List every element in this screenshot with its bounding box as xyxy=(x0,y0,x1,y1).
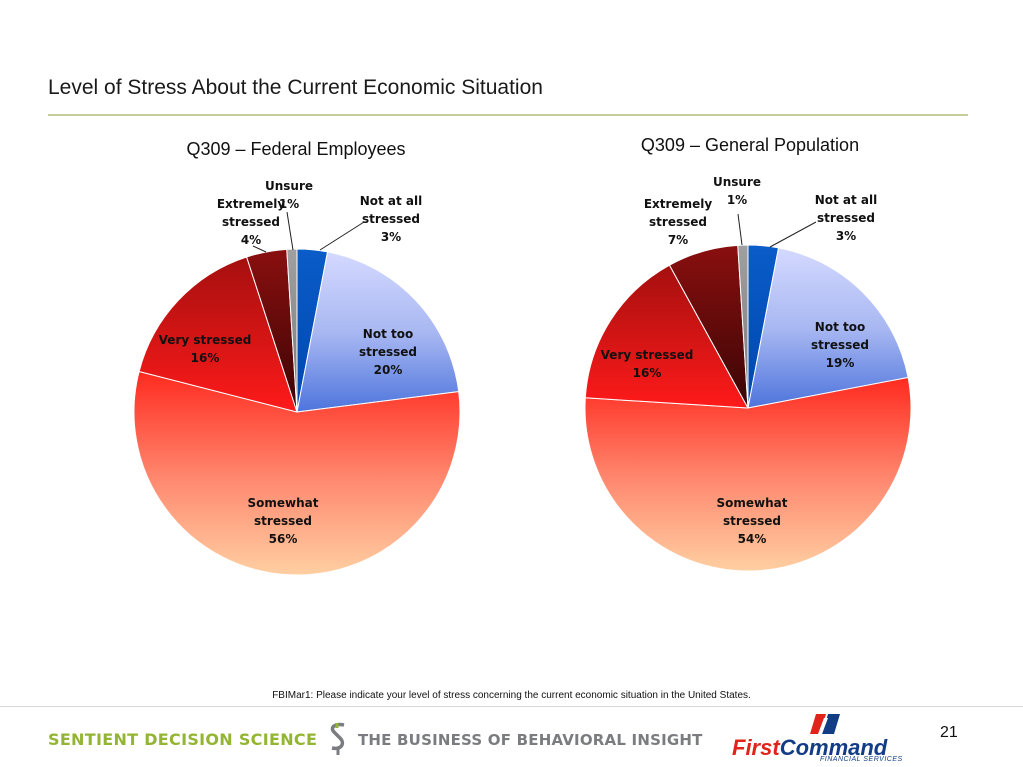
pie-slice-very xyxy=(138,256,298,413)
leader-line-not-at-all xyxy=(769,221,817,248)
pie-slice-very xyxy=(584,264,749,409)
chart-title: Q309 – Federal Employees xyxy=(186,139,405,159)
first-command-flag-icon xyxy=(810,714,840,734)
slice-label-unsure: Unsure 1% xyxy=(265,179,313,211)
pie-slice-somewhat xyxy=(133,370,461,576)
sentient-decision-science-logo: SENTIENT DECISION SCIENCE xyxy=(48,730,318,749)
slice-label-somewhat: Somewhat stressed 56% xyxy=(248,496,319,546)
slice-label-not-at-all: Not at all stressed 3% xyxy=(815,193,878,243)
chart-title: Q309 – General Population xyxy=(641,135,859,155)
leader-line-extremely xyxy=(252,245,267,253)
footer-divider xyxy=(0,706,1023,707)
leader-line-unsure xyxy=(286,211,294,251)
first-command-logo-first: First xyxy=(732,735,780,760)
first-command-logo-subtitle: FINANCIAL SERVICES xyxy=(820,756,903,763)
pie-federal-employees: Q309 – Federal Employees Not at all stress… xyxy=(133,139,461,576)
brand-tagline: THE BUSINESS OF BEHAVIORAL INSIGHT xyxy=(358,731,703,749)
leader-line-not-at-all xyxy=(319,221,365,251)
sds-s-logo-icon xyxy=(330,722,345,755)
first-command-logo: FirstCommand xyxy=(732,735,887,761)
leader-line-unsure xyxy=(737,213,743,246)
first-command-logo-command: Command xyxy=(779,735,888,760)
slice-label-extremely: Extremely stressed 4% xyxy=(217,197,285,247)
slide-title: Level of Stress About the Current Econom… xyxy=(48,76,543,99)
slice-label-not-too: Not too stressed 19% xyxy=(811,320,869,370)
pie-slice-unsure xyxy=(737,244,749,409)
slice-label-somewhat: Somewhat stressed 54% xyxy=(717,496,788,546)
pie-slice-somewhat xyxy=(584,376,912,572)
page-number: 21 xyxy=(940,724,958,741)
slice-label-not-at-all: Not at all stressed 3% xyxy=(360,194,423,244)
slice-label-very: Very stressed 16% xyxy=(159,333,252,365)
title-divider xyxy=(48,114,968,116)
pie-slice-unsure xyxy=(286,248,298,413)
slice-label-extremely: Extremely stressed 7% xyxy=(644,197,712,247)
slice-label-unsure: Unsure 1% xyxy=(713,175,761,207)
slice-label-very: Very stressed 16% xyxy=(601,348,694,380)
pie-general-population: Q309 – General Population Not at all stres… xyxy=(584,135,912,572)
pie-slice-not-too xyxy=(747,247,909,409)
footnote: FBIMar1: Please indicate your level of s… xyxy=(272,690,751,701)
pie-slice-not-too xyxy=(296,251,460,413)
slice-label-not-too: Not too stressed 20% xyxy=(359,327,417,377)
